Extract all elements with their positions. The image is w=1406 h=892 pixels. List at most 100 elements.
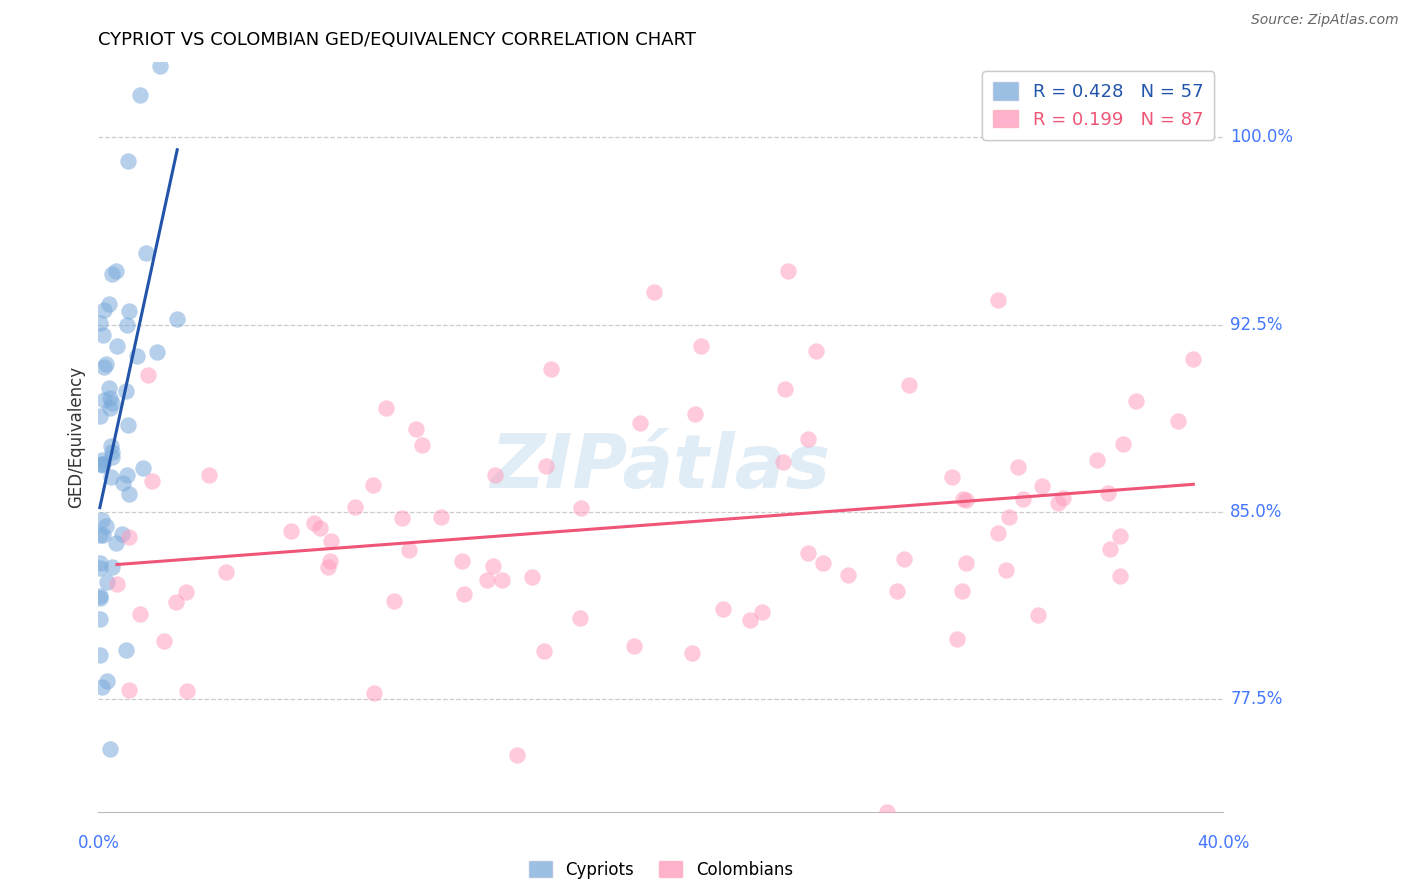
Point: [1108, 529, 1130, 543]
Point: [105, 339, 128, 353]
Point: [1046, 496, 1069, 510]
Point: [886, 583, 908, 598]
Point: [375, 401, 398, 415]
Point: [101, 559, 124, 574]
Point: [132, 461, 155, 475]
Point: [520, 569, 543, 583]
Point: [623, 639, 645, 653]
Point: [145, 345, 167, 359]
Point: [93, 303, 115, 318]
Point: [484, 468, 506, 483]
Point: [98, 401, 121, 416]
Point: [166, 595, 188, 609]
Point: [1182, 351, 1205, 366]
Point: [110, 527, 132, 541]
Point: [738, 614, 761, 628]
Point: [100, 450, 122, 464]
Point: [772, 455, 794, 469]
Point: [1085, 453, 1108, 467]
Point: [98, 381, 121, 395]
Point: [361, 478, 384, 492]
Point: [117, 530, 139, 544]
Text: 100.0%: 100.0%: [1230, 128, 1294, 146]
Point: [89, 528, 111, 542]
Point: [118, 304, 141, 318]
Point: [89, 557, 111, 571]
Text: 40.0%: 40.0%: [1197, 834, 1250, 852]
Legend: Cypriots, Colombians: Cypriots, Colombians: [522, 855, 800, 886]
Point: [118, 683, 141, 698]
Point: [90, 513, 112, 527]
Point: [135, 245, 157, 260]
Point: [391, 511, 413, 525]
Point: [117, 154, 139, 169]
Point: [308, 521, 330, 535]
Point: [91, 458, 114, 472]
Point: [690, 339, 713, 353]
Point: [1012, 491, 1035, 506]
Point: [302, 516, 325, 530]
Point: [89, 591, 111, 605]
Point: [136, 368, 159, 382]
Point: [475, 573, 498, 587]
Point: [319, 553, 342, 567]
Point: [628, 416, 651, 430]
Point: [91, 680, 114, 694]
Y-axis label: GED/Equivalency: GED/Equivalency: [67, 366, 86, 508]
Point: [534, 458, 557, 473]
Point: [215, 565, 238, 579]
Point: [96, 574, 118, 589]
Point: [117, 417, 139, 432]
Point: [104, 263, 127, 277]
Point: [1109, 568, 1132, 582]
Point: [89, 648, 111, 662]
Point: [101, 267, 124, 281]
Point: [398, 543, 420, 558]
Point: [89, 612, 111, 626]
Point: [114, 643, 136, 657]
Point: [994, 564, 1017, 578]
Point: [96, 673, 118, 688]
Point: [643, 285, 665, 300]
Point: [91, 527, 114, 541]
Text: 85.0%: 85.0%: [1230, 503, 1282, 521]
Point: [98, 297, 121, 311]
Point: [569, 611, 592, 625]
Point: [105, 576, 128, 591]
Point: [946, 632, 969, 647]
Point: [952, 491, 974, 506]
Point: [998, 510, 1021, 524]
Point: [316, 560, 339, 574]
Point: [1167, 414, 1189, 428]
Point: [91, 457, 114, 471]
Point: [96, 357, 118, 371]
Point: [711, 602, 734, 616]
Point: [125, 349, 148, 363]
Point: [118, 487, 141, 501]
Point: [129, 88, 152, 103]
Point: [681, 646, 703, 660]
Point: [987, 293, 1010, 308]
Point: [1125, 394, 1147, 409]
Point: [98, 742, 121, 756]
Point: [837, 568, 859, 582]
Point: [1052, 491, 1074, 505]
Point: [129, 607, 152, 621]
Text: CYPRIOT VS COLOMBIAN GED/EQUIVALENCY CORRELATION CHART: CYPRIOT VS COLOMBIAN GED/EQUIVALENCY COR…: [98, 31, 696, 49]
Text: ZIPátlas: ZIPátlas: [491, 431, 831, 504]
Point: [90, 457, 112, 471]
Point: [132, 29, 155, 44]
Point: [115, 384, 138, 399]
Text: 92.5%: 92.5%: [1230, 316, 1282, 334]
Point: [685, 407, 707, 421]
Point: [98, 391, 121, 405]
Point: [897, 377, 920, 392]
Point: [955, 556, 977, 570]
Point: [101, 444, 124, 458]
Point: [453, 587, 475, 601]
Point: [1097, 485, 1119, 500]
Point: [112, 475, 135, 490]
Point: [411, 437, 433, 451]
Point: [506, 747, 529, 762]
Point: [141, 475, 163, 489]
